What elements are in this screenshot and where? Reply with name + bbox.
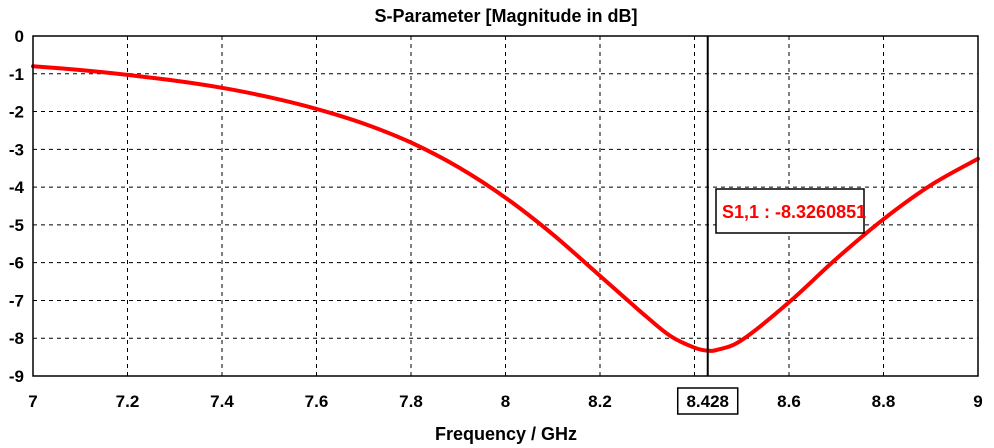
y-tick-label: -2 [9, 103, 24, 122]
y-tick-label: 0 [15, 27, 24, 46]
series-line-s11 [31, 64, 980, 353]
x-tick-label: 8 [501, 392, 510, 411]
marker-x-value: 8.428 [686, 392, 729, 411]
series-layer [31, 64, 980, 353]
y-tick-label: -1 [9, 65, 24, 84]
plot-border [32, 35, 979, 377]
y-tick-label: -5 [9, 216, 24, 235]
y-tick-label: -9 [9, 367, 24, 386]
x-tick-label: 7.8 [399, 392, 423, 411]
chart-title: S-Parameter [Magnitude in dB] [374, 6, 637, 26]
marker-label: S1,1 : -8.3260851 [722, 202, 866, 222]
y-tick-label: -6 [9, 254, 24, 273]
x-tick-label: 7.2 [116, 392, 140, 411]
x-tick-label: 7.6 [305, 392, 329, 411]
x-tick-label: 8.8 [872, 392, 896, 411]
x-axis-ticks: 7 7.2 7.4 7.6 7.8 8 8.2 8.6 8.8 9 [28, 392, 982, 411]
x-tick-label: 7 [28, 392, 37, 411]
y-tick-label: -4 [9, 178, 25, 197]
y-axis-ticks: 0 -1 -2 -3 -4 -5 -6 -7 -8 -9 [9, 27, 25, 386]
x-tick-label: 7.4 [210, 392, 234, 411]
y-tick-label: -3 [9, 140, 24, 159]
y-tick-label: -8 [9, 329, 24, 348]
marker-label-box[interactable] [715, 188, 865, 234]
marker-x-value-box [676, 387, 739, 415]
x-tick-label: 9 [973, 392, 982, 411]
x-axis-label: Frequency / GHz [435, 424, 577, 444]
x-tick-label: 8.6 [777, 392, 801, 411]
y-tick-label: -7 [9, 291, 24, 310]
x-tick-label: 8.2 [588, 392, 612, 411]
